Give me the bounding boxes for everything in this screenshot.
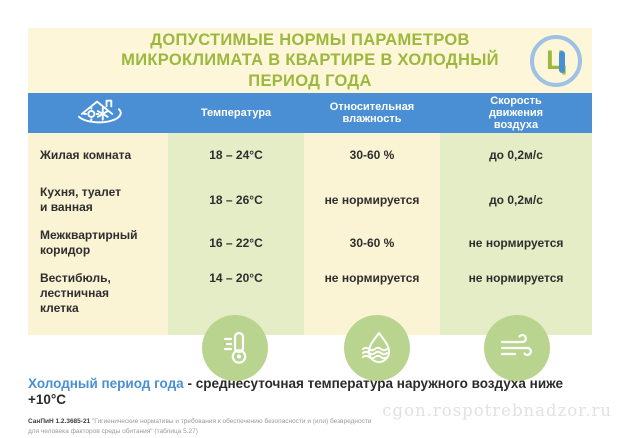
wind-icon xyxy=(484,315,550,381)
table-grid: Жилая комната 18 – 24°С 30-60 % до 0,2м/… xyxy=(28,133,592,335)
column-header-humidity: Относительная влажность xyxy=(329,100,415,125)
cold-period-definition: Холодный период года - среднесуточная те… xyxy=(28,376,603,408)
logo-bar xyxy=(559,51,565,73)
air-speed-value: до 0,2м/с xyxy=(489,192,543,207)
house-winter-icon-svg xyxy=(78,99,122,124)
sanpin-number: СанПиН 1.2.3685-21 xyxy=(28,418,91,426)
temperature-value: 18 – 26°С xyxy=(209,192,263,207)
humidity-value: 30-60 % xyxy=(349,148,395,162)
page-title: ДОПУСТИМЫЕ НОРМЫ ПАРАМЕТРОВ МИКРОКЛИМАТА… xyxy=(121,31,499,90)
table-header-row: Температура Относительная влажность Скор… xyxy=(28,93,592,133)
temperature-value: 14 – 20°С xyxy=(209,271,263,285)
air-speed-value: до 0,2м/с xyxy=(489,148,543,162)
sanpin-footnote: СанПиН 1.2.3685-21 "Гигиенические нормат… xyxy=(28,408,388,436)
water-drop-icon xyxy=(344,315,410,381)
air-speed-value: не нормируется xyxy=(468,235,564,250)
wind-icon-svg xyxy=(500,333,532,357)
sanpin-text: "Гигиенические нормативы и требования к … xyxy=(28,418,372,435)
table-body: Жилая комната 18 – 24°С 30-60 % до 0,2м/… xyxy=(28,133,592,335)
row-label: Вестибюль, лестничная клетка xyxy=(40,271,111,315)
title-block: ДОПУСТИМЫЕ НОРМЫ ПАРАМЕТРОВ МИКРОКЛИМАТА… xyxy=(28,28,592,93)
row-label: Жилая комната xyxy=(40,148,132,162)
cold-period-term: Холодный период года xyxy=(28,376,184,391)
thermometer-icon xyxy=(202,315,268,381)
row-label: Межквартирный коридор xyxy=(40,228,138,257)
cgon-logo-icon: Ц xyxy=(530,35,582,87)
air-speed-column-stripe xyxy=(440,133,592,335)
column-header-temperature: Температура xyxy=(200,106,272,119)
house-winter-icon xyxy=(28,93,168,133)
water-drop-icon-svg xyxy=(362,332,390,363)
air-speed-value: не нормируется xyxy=(468,271,564,285)
site-watermark: cgon.rospotrebnadzor.ru xyxy=(382,401,612,420)
column-header-air-speed: Скорость движения воздуха xyxy=(488,94,544,132)
humidity-value: не нормируется xyxy=(324,271,420,285)
temperature-value: 16 – 22°С xyxy=(209,235,263,250)
temperature-value: 18 – 24°С xyxy=(209,148,263,162)
row-label: Кухня, туалет и ванная xyxy=(40,185,121,214)
cold-period-definition-text: - среднесуточная температура наружного в… xyxy=(28,376,564,408)
thermometer-icon-svg xyxy=(223,331,247,364)
humidity-value: 30-60 % xyxy=(349,235,395,250)
temperature-column-stripe xyxy=(168,133,304,335)
humidity-value: не нормируется xyxy=(324,192,420,207)
